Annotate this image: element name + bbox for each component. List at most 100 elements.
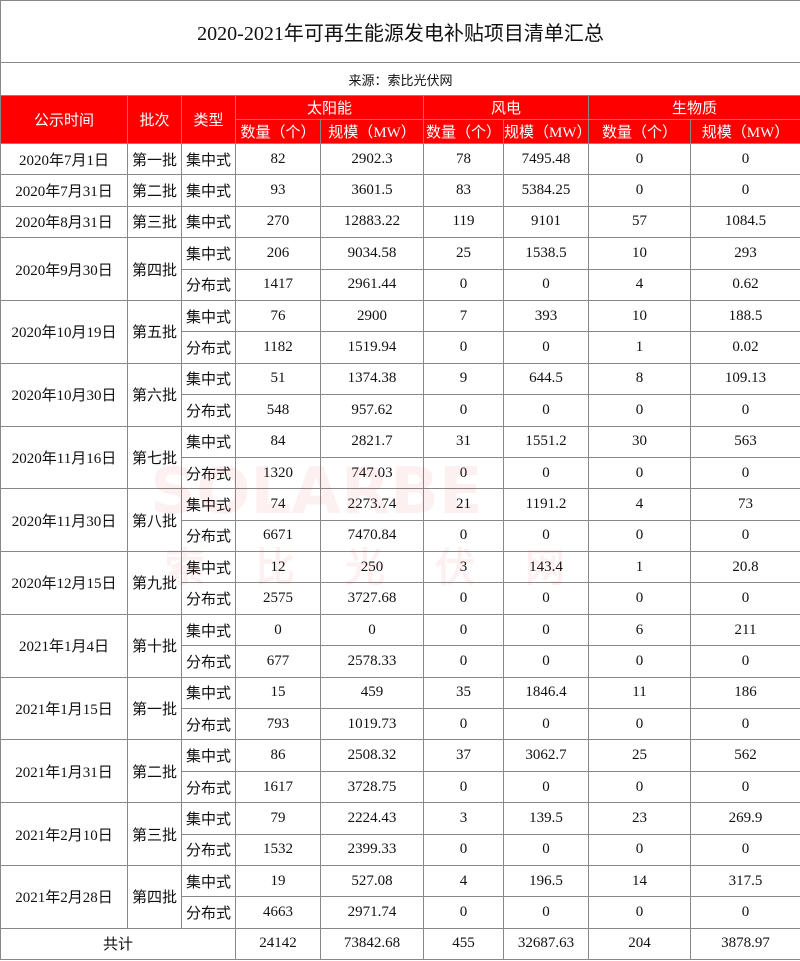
value-cell: 1374.38 — [320, 362, 424, 396]
data-row: 分布式 1320 747.03 0 0 0 0 — [1, 456, 800, 490]
value-cell: 10 — [588, 237, 691, 270]
date-cell: 2020年11月16日 — [0, 425, 128, 490]
value-cell: 0 — [690, 708, 800, 741]
value-cell: 0 — [503, 833, 589, 866]
value-cell: 747.03 — [320, 456, 424, 490]
value-cell: 79 — [235, 802, 321, 835]
value-cell: 0 — [423, 331, 504, 364]
value-cell: 4 — [588, 488, 691, 521]
value-cell: 269.9 — [690, 802, 800, 835]
total-value: 73842.68 — [320, 927, 424, 961]
value-cell: 1191.2 — [503, 488, 589, 521]
column-header: 规模（MW） — [690, 119, 800, 144]
value-cell: 0 — [588, 708, 691, 741]
source: 来源：索比光伏网 — [0, 62, 800, 96]
value-cell: 0.02 — [690, 331, 800, 364]
date-cell: 2020年11月30日 — [0, 488, 128, 553]
value-cell: 2508.32 — [320, 739, 424, 772]
batch-cell: 第九批 — [127, 551, 182, 615]
batch-cell: 第三批 — [127, 802, 182, 866]
value-cell: 78 — [423, 142, 504, 176]
value-cell: 0 — [690, 456, 800, 490]
value-cell: 1084.5 — [690, 205, 800, 239]
batch-cell: 第三批 — [127, 205, 182, 239]
value-cell: 0 — [423, 394, 504, 427]
type-cell: 分布式 — [181, 896, 236, 929]
value-cell: 3 — [423, 802, 504, 835]
type-cell: 集中式 — [181, 802, 236, 835]
value-cell: 211 — [690, 613, 800, 647]
value-cell: 1519.94 — [320, 331, 424, 364]
batch-cell: 第四批 — [127, 237, 182, 301]
date-cell: 2021年1月31日 — [0, 739, 128, 804]
value-cell: 0 — [690, 582, 800, 615]
batch-cell: 第八批 — [127, 488, 182, 553]
value-cell: 0 — [503, 582, 589, 615]
value-cell: 5384.25 — [503, 174, 589, 207]
value-cell: 23 — [588, 802, 691, 835]
value-cell: 86 — [235, 739, 321, 772]
value-cell: 0 — [588, 394, 691, 427]
value-cell: 3062.7 — [503, 739, 589, 772]
date-cell: 2020年8月31日 — [0, 205, 128, 239]
header-cell: 批次 — [127, 95, 182, 144]
value-cell: 3 — [423, 551, 504, 584]
value-cell: 2399.33 — [320, 833, 424, 866]
value-cell: 793 — [235, 708, 321, 741]
value-cell: 0 — [503, 331, 589, 364]
data-row: 分布式 1617 3728.75 0 0 0 0 — [1, 770, 800, 804]
value-cell: 8 — [588, 362, 691, 396]
data-row: 2021年2月10日 第三批 集中式 79 2224.43 3 139.5 23 269.9 — [0, 802, 800, 866]
data-row: 分布式 1182 1519.94 0 0 1 0.02 — [1, 331, 800, 364]
type-cell: 分布式 — [181, 519, 236, 553]
value-cell: 0 — [423, 645, 504, 678]
value-cell: 0 — [588, 519, 691, 553]
type-cell: 分布式 — [181, 456, 236, 490]
data-row: 2021年2月28日 第四批 集中式 19 527.08 4 196.5 14 317.5 — [0, 864, 800, 929]
batch-cell: 第七批 — [127, 425, 182, 490]
value-cell: 9101 — [503, 205, 589, 239]
value-cell: 0 — [588, 896, 691, 929]
batch-cell: 第一批 — [127, 676, 182, 741]
value-cell: 37 — [423, 739, 504, 772]
header-cell: 类型 — [181, 95, 236, 144]
value-cell: 21 — [423, 488, 504, 521]
type-cell: 分布式 — [181, 770, 236, 804]
batch-cell: 第十批 — [127, 613, 182, 678]
value-cell: 51 — [235, 362, 321, 396]
value-cell: 12883.22 — [320, 205, 424, 239]
value-cell: 0 — [503, 456, 589, 490]
value-cell: 4 — [588, 268, 691, 301]
batch-cell: 第四批 — [127, 864, 182, 929]
value-cell: 0 — [588, 456, 691, 490]
value-cell: 9 — [423, 362, 504, 396]
type-cell: 集中式 — [181, 237, 236, 270]
date-cell: 2020年7月1日 — [0, 142, 128, 176]
value-cell: 1532 — [235, 833, 321, 866]
value-cell: 2821.7 — [320, 425, 424, 458]
value-cell: 0 — [503, 268, 589, 301]
data-row: 分布式 1532 2399.33 0 0 0 0 — [1, 833, 800, 866]
value-cell: 57 — [588, 205, 691, 239]
column-header: 数量（个） — [235, 119, 321, 144]
header-row: 数量（个） 规模（MW） 数量（个） 规模（MW） 数量（个） 规模（MW） — [1, 119, 800, 144]
type-cell: 集中式 — [181, 299, 236, 333]
value-cell: 31 — [423, 425, 504, 458]
value-cell: 3727.68 — [320, 582, 424, 615]
value-cell: 14 — [588, 864, 691, 898]
date-cell: 2020年10月30日 — [0, 362, 128, 427]
value-cell: 3601.5 — [320, 174, 424, 207]
date-cell: 2020年10月19日 — [0, 299, 128, 364]
value-cell: 2575 — [235, 582, 321, 615]
type-cell: 集中式 — [181, 613, 236, 647]
group-header: 太阳能 — [235, 95, 424, 120]
value-cell: 0.62 — [690, 268, 800, 301]
value-cell: 270 — [235, 205, 321, 239]
type-cell: 集中式 — [181, 362, 236, 396]
value-cell: 0 — [690, 770, 800, 804]
data-row: 2021年1月31日 第二批 集中式 86 2508.32 37 3062.7 25 562 — [0, 739, 800, 804]
type-cell: 分布式 — [181, 833, 236, 866]
value-cell: 0 — [423, 613, 504, 647]
batch-cell: 第二批 — [127, 174, 182, 207]
total-row: 共计 24142 73842.68 455 32687.63 204 3878.97 — [0, 927, 800, 961]
